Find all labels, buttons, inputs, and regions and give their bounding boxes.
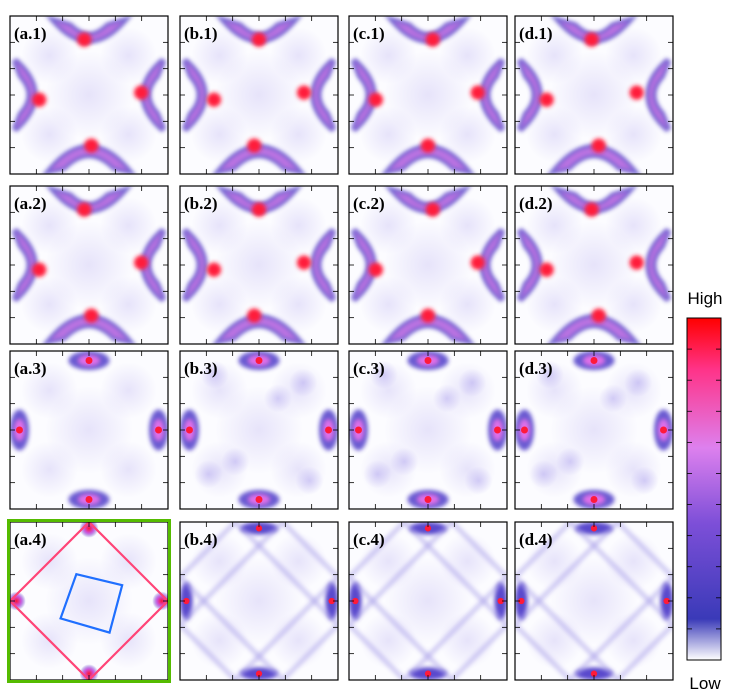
panel-frame: [514, 15, 674, 175]
heatmap-panel: (b.1): [179, 15, 339, 175]
heatmap-panel: (c.1): [348, 15, 508, 175]
panel-frame: [514, 185, 674, 345]
heatmap-panel: (c.2): [348, 185, 508, 345]
heatmap-panel: (d.3): [514, 350, 674, 510]
panel-label: (b.2): [184, 194, 218, 213]
panel-label: (c.1): [353, 24, 385, 43]
panel-frame: [179, 185, 339, 345]
heatmap-panel: (a.4): [7, 519, 171, 683]
panel-label: (c.3): [353, 359, 385, 378]
heatmap-panel: (a.3): [9, 350, 169, 510]
panel-grid: (a.1) (b.1) (c.1) (d.1) (a.2) (b.2) (c.2) (d.2)…: [7, 15, 674, 683]
panel-label: (d.4): [519, 530, 553, 549]
panel-frame: [9, 185, 169, 345]
heatmap-panel: (c.4): [348, 521, 508, 681]
heatmap-panel: (a.1): [9, 15, 169, 175]
panel-frame: [9, 350, 169, 510]
heatmap-panel: (b.4): [179, 521, 339, 681]
panel-label: (a.2): [14, 194, 47, 213]
panel-frame: [514, 350, 674, 510]
heatmap-panel: (d.1): [514, 15, 674, 175]
panel-frame: [348, 521, 508, 681]
colorbar-high-label: High: [688, 289, 723, 308]
inner-square-overlay: [59, 572, 124, 634]
panel-frame: [514, 521, 674, 681]
panel-label: (b.4): [184, 530, 218, 549]
outer-diamond-overlay: [10, 522, 168, 680]
panel-frame: [179, 15, 339, 175]
heatmap-panel: (d.4): [514, 521, 674, 681]
panel-label: (d.1): [519, 24, 553, 43]
colorbar: High Low: [686, 289, 723, 693]
panel-label: (b.3): [184, 359, 218, 378]
heatmap-panel: (a.2): [9, 185, 169, 345]
panel-label: (a.1): [14, 24, 47, 43]
panel-label: (c.2): [353, 194, 385, 213]
panel-label: (c.4): [353, 530, 385, 549]
colorbar-ticks: [687, 348, 721, 630]
colorbar-gradient: [686, 317, 722, 661]
highlight-border: [7, 519, 171, 683]
panel-label: (a.3): [14, 359, 47, 378]
heatmap-panel: (b.2): [179, 185, 339, 345]
panel-frame: [179, 350, 339, 510]
panel-frame: [348, 15, 508, 175]
panel-frame: [9, 15, 169, 175]
panel-label: (d.3): [519, 359, 553, 378]
panel-frame: [348, 185, 508, 345]
heatmap-panel: (d.2): [514, 185, 674, 345]
panel-label: (b.1): [184, 24, 218, 43]
panel-label: (d.2): [519, 194, 553, 213]
panel-label: (a.4): [14, 530, 47, 549]
panel-frame: [348, 350, 508, 510]
panel-frame: [179, 521, 339, 681]
heatmap-panel: (c.3): [348, 350, 508, 510]
colorbar-low-label: Low: [689, 674, 721, 693]
heatmap-panel: (b.3): [179, 350, 339, 510]
